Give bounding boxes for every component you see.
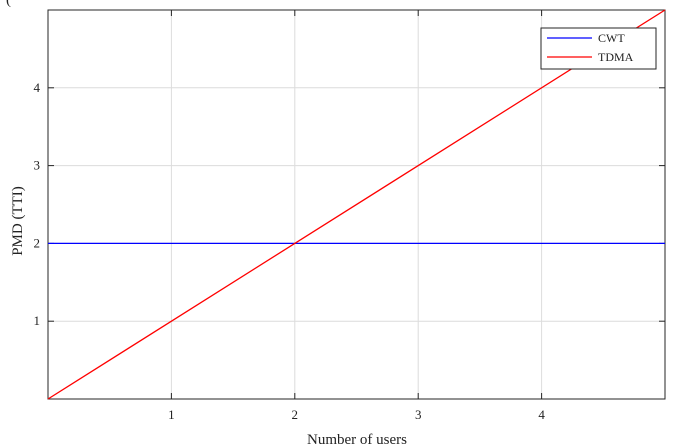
y-tick-label: 1 <box>34 313 41 328</box>
x-axis-label: Number of users <box>307 432 407 447</box>
legend-box <box>540 27 657 70</box>
y-axis-label: PMD (TTI) <box>10 186 26 256</box>
y-tick-label: 4 <box>34 80 41 95</box>
legend: CWT TDMA <box>540 27 657 70</box>
x-tick-label: 3 <box>415 407 422 422</box>
plot-area <box>47 9 666 400</box>
legend-label-tdma: TDMA <box>598 50 634 64</box>
y-tick-label: 2 <box>34 235 41 250</box>
x-tick-label: 2 <box>292 407 299 422</box>
y-tick-label: 3 <box>34 158 41 173</box>
series-line-tdma <box>47 9 666 400</box>
x-tick-label: 1 <box>168 407 175 422</box>
y-tick-labels: 1 2 3 4 <box>34 80 41 328</box>
x-tick-labels: 1 2 3 4 <box>168 407 545 422</box>
legend-label-cwt: CWT <box>598 31 625 45</box>
top-clipped-text: ( <box>6 0 11 8</box>
series-group <box>47 9 666 400</box>
x-tick-label: 4 <box>538 407 545 422</box>
